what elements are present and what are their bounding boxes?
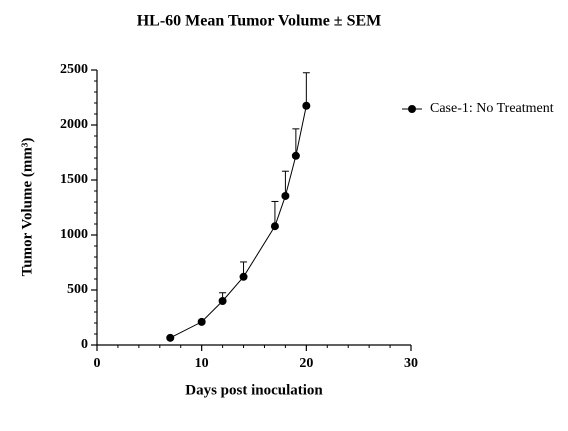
data-point [281,191,290,200]
data-point [239,272,248,281]
data-point [270,222,279,231]
x-axis-label: Days post inoculation [185,382,323,398]
series-line [170,105,307,339]
x-tick-label: 0 [94,356,101,371]
legend-label: Case-1: No Treatment [430,101,554,116]
x-tick-label: 20 [299,356,313,371]
y-tick-label: 0 [81,337,88,352]
data-point [166,333,175,342]
data-point [197,317,206,326]
data-point [218,297,227,305]
y-tick-label: 1500 [60,172,88,187]
y-axis-label: Tumor Volume (mm³) [19,138,35,277]
y-tick-label: 2000 [60,117,88,132]
data-point [302,101,311,110]
x-tick-label: 30 [404,356,418,371]
y-tick-label: 1000 [60,227,88,242]
data-point [291,151,300,160]
y-tick-label: 2500 [60,62,88,77]
chart-title: HL-60 Mean Tumor Volume ± SEM [137,13,382,30]
legend-marker [408,105,416,113]
y-tick-label: 500 [67,282,88,297]
x-tick-label: 10 [195,356,209,371]
